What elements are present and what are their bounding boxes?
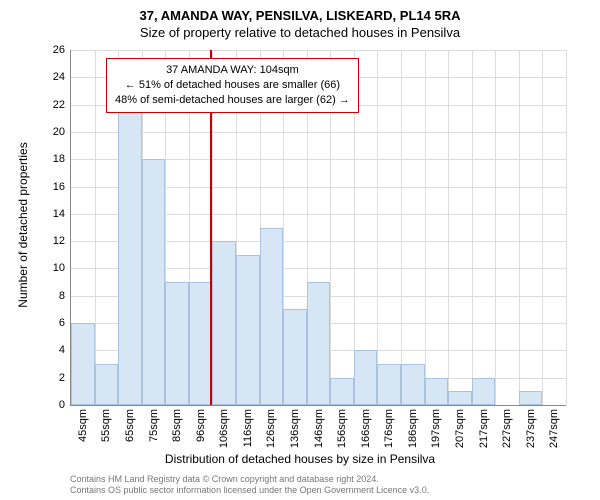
- y-tick-label: 22: [53, 99, 65, 111]
- x-tick-label: 247sqm: [548, 409, 560, 448]
- gridline-v: [448, 50, 449, 405]
- annotation-box: 37 AMANDA WAY: 104sqm← 51% of detached h…: [106, 58, 359, 113]
- x-tick-label: 166sqm: [360, 409, 372, 448]
- y-tick-label: 0: [59, 399, 65, 411]
- x-tick-label: 156sqm: [336, 409, 348, 448]
- y-tick-label: 6: [59, 317, 65, 329]
- bar: [165, 282, 189, 405]
- y-tick-label: 26: [53, 44, 65, 56]
- plot-area: 0246810121416182022242645sqm55sqm65sqm75…: [70, 50, 566, 406]
- x-tick-label: 186sqm: [407, 409, 419, 448]
- bar: [283, 309, 307, 405]
- gridline-v: [519, 50, 520, 405]
- x-tick-label: 126sqm: [265, 409, 277, 448]
- x-tick-label: 217sqm: [478, 409, 490, 448]
- bar: [448, 391, 472, 405]
- footer-attribution: Contains HM Land Registry data © Crown c…: [70, 474, 429, 497]
- gridline-v: [472, 50, 473, 405]
- x-tick-label: 207sqm: [454, 409, 466, 448]
- page-title-address: 37, AMANDA WAY, PENSILVA, LISKEARD, PL14…: [0, 0, 600, 23]
- x-tick-label: 65sqm: [124, 409, 136, 442]
- bar: [142, 159, 166, 405]
- bar: [330, 378, 354, 405]
- y-tick-label: 24: [53, 71, 65, 83]
- bar: [472, 378, 496, 405]
- y-tick-label: 18: [53, 153, 65, 165]
- gridline-v: [377, 50, 378, 405]
- chart-container: 0246810121416182022242645sqm55sqm65sqm75…: [70, 50, 565, 405]
- x-tick-label: 106sqm: [218, 409, 230, 448]
- gridline-v: [425, 50, 426, 405]
- x-tick-label: 237sqm: [525, 409, 537, 448]
- bar: [189, 282, 213, 405]
- gridline-v: [401, 50, 402, 405]
- footer-line2: Contains OS public sector information li…: [70, 485, 429, 496]
- x-axis-label: Distribution of detached houses by size …: [0, 452, 600, 466]
- annot-line1: 37 AMANDA WAY: 104sqm: [115, 63, 350, 78]
- gridline-v: [495, 50, 496, 405]
- x-tick-label: 146sqm: [313, 409, 325, 448]
- y-tick-label: 16: [53, 181, 65, 193]
- footer-line1: Contains HM Land Registry data © Crown c…: [70, 474, 429, 485]
- y-tick-label: 10: [53, 262, 65, 274]
- x-tick-label: 197sqm: [430, 409, 442, 448]
- bar: [401, 364, 425, 405]
- page-subtitle: Size of property relative to detached ho…: [0, 23, 600, 40]
- x-tick-label: 55sqm: [100, 409, 112, 442]
- gridline-v: [566, 50, 567, 405]
- y-tick-label: 2: [59, 372, 65, 384]
- gridline-h: [71, 132, 566, 133]
- bar: [377, 364, 401, 405]
- x-tick-label: 227sqm: [501, 409, 513, 448]
- y-tick-label: 20: [53, 126, 65, 138]
- y-tick-label: 14: [53, 208, 65, 220]
- y-tick-label: 4: [59, 344, 65, 356]
- x-tick-label: 136sqm: [289, 409, 301, 448]
- x-tick-label: 176sqm: [383, 409, 395, 448]
- gridline-v: [95, 50, 96, 405]
- gridline-v: [542, 50, 543, 405]
- bar: [307, 282, 331, 405]
- x-tick-label: 45sqm: [77, 409, 89, 442]
- y-tick-label: 12: [53, 235, 65, 247]
- bar: [71, 323, 95, 405]
- bar: [425, 378, 449, 405]
- annot-line3: 48% of semi-detached houses are larger (…: [115, 93, 350, 108]
- y-tick-label: 8: [59, 290, 65, 302]
- bar: [212, 241, 236, 405]
- bar: [354, 350, 378, 405]
- annot-line2: ← 51% of detached houses are smaller (66…: [115, 78, 350, 93]
- bar: [118, 105, 142, 405]
- gridline-h: [71, 50, 566, 51]
- x-tick-label: 75sqm: [148, 409, 160, 442]
- x-tick-label: 116sqm: [242, 409, 254, 447]
- x-tick-label: 96sqm: [195, 409, 207, 442]
- bar: [236, 255, 260, 405]
- x-tick-label: 85sqm: [171, 409, 183, 442]
- bar: [260, 228, 284, 406]
- bar: [519, 391, 543, 405]
- bar: [95, 364, 119, 405]
